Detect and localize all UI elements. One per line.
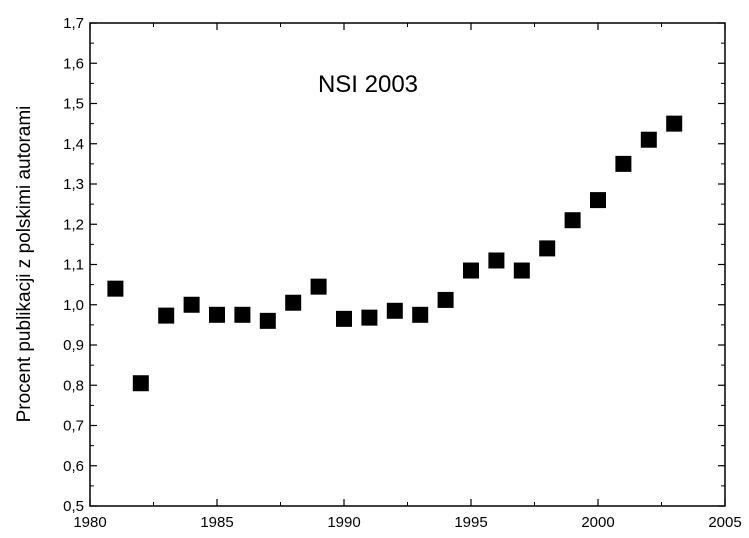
data-point bbox=[666, 115, 683, 132]
data-point bbox=[183, 296, 200, 313]
x-tick-label: 2000 bbox=[581, 514, 614, 531]
y-tick-label: 0,7 bbox=[63, 418, 84, 435]
y-tick-label: 1,3 bbox=[63, 176, 84, 193]
data-point bbox=[513, 262, 530, 279]
y-tick-label: 1,7 bbox=[63, 15, 84, 32]
data-point bbox=[285, 294, 302, 311]
data-point bbox=[336, 310, 352, 327]
y-tick-label: 1,1 bbox=[63, 257, 84, 274]
y-axis-title: Procent publikacji z polskimi autorami bbox=[14, 106, 35, 423]
data-point bbox=[158, 307, 175, 324]
data-point bbox=[488, 252, 505, 269]
data-point bbox=[132, 375, 149, 392]
x-tick-label: 1980 bbox=[73, 514, 106, 531]
x-tick-label: 2005 bbox=[708, 514, 741, 531]
data-point bbox=[463, 262, 479, 279]
data-point bbox=[386, 302, 403, 319]
data-point bbox=[590, 192, 606, 209]
data-points bbox=[107, 115, 683, 392]
x-tick-label: 1985 bbox=[200, 514, 233, 531]
data-point bbox=[640, 131, 657, 148]
y-tick-label: 0,8 bbox=[63, 377, 84, 394]
chart-annotation: NSI 2003 bbox=[318, 71, 418, 98]
y-tick-label: 1,5 bbox=[63, 96, 84, 113]
data-point bbox=[361, 309, 378, 326]
y-tick-label: 0,5 bbox=[63, 498, 84, 515]
data-point bbox=[564, 212, 581, 229]
data-point bbox=[209, 306, 225, 323]
data-point bbox=[310, 278, 327, 295]
data-point bbox=[437, 291, 454, 308]
data-point bbox=[615, 155, 632, 172]
y-axis-ticks: 0,5 0,6 0,7 0,8 0,9 1,0 1,1 1,2 1,3 1,4 1,5 1,6 1,7 bbox=[63, 15, 725, 515]
y-tick-label: 0,6 bbox=[63, 458, 84, 475]
y-tick-label: 1,6 bbox=[63, 55, 84, 72]
x-axis-ticks: 1980 1985 1990 1995 2000 2005 bbox=[73, 23, 742, 531]
x-tick-label: 1995 bbox=[454, 514, 487, 531]
data-point bbox=[539, 240, 556, 257]
x-tick-label: 1990 bbox=[327, 514, 360, 531]
data-point bbox=[107, 280, 124, 297]
data-point bbox=[412, 306, 429, 323]
y-tick-label: 0,9 bbox=[63, 337, 84, 354]
y-tick-label: 1,4 bbox=[63, 136, 84, 153]
y-tick-label: 1,2 bbox=[63, 216, 84, 233]
y-tick-label: 1,0 bbox=[63, 297, 84, 314]
data-point bbox=[234, 306, 251, 323]
data-point bbox=[259, 312, 276, 329]
